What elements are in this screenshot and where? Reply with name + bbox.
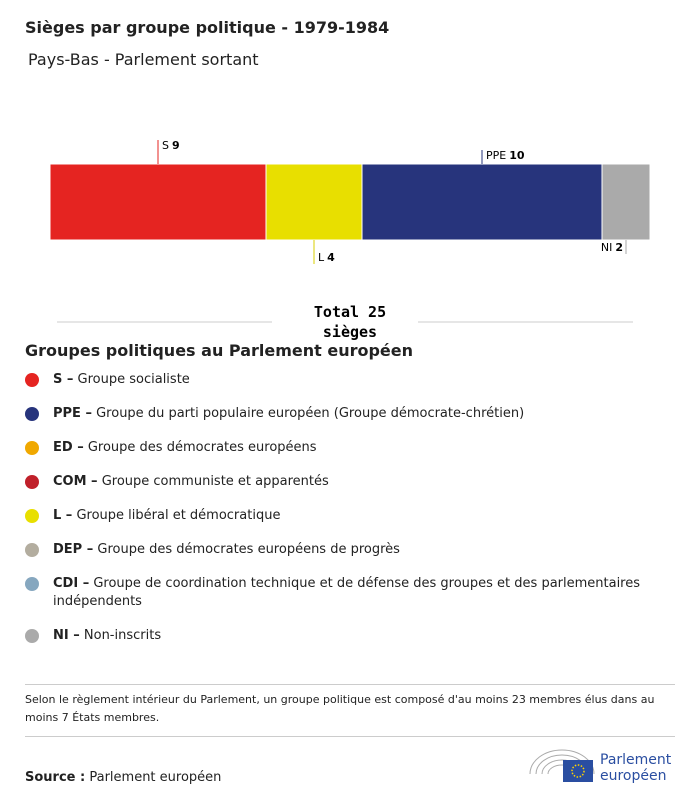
legend-abbr: PPE –: [53, 406, 92, 421]
source-label: Source :: [25, 770, 86, 785]
segment-value: 2: [615, 241, 623, 254]
segment-name: S: [162, 139, 169, 152]
logo-line: Parlement: [600, 752, 672, 768]
segment-name: L: [318, 251, 325, 264]
bar-segment: [601, 163, 651, 241]
legend-swatch: [25, 407, 39, 421]
legend-label: Groupe de coordination technique et de d…: [53, 576, 641, 609]
chart-subtitle: Pays-Bas - Parlement sortant: [28, 50, 259, 69]
legend-item: NI – Non-inscrits: [25, 627, 665, 645]
total-label: Total: [314, 303, 359, 321]
segment-label: NI 2: [601, 241, 623, 254]
chart-title: Sièges par groupe politique - 1979-1984: [25, 18, 390, 37]
legend-abbr: COM –: [53, 474, 98, 489]
legend-swatch: [25, 629, 39, 643]
segment-value: 9: [172, 139, 180, 152]
legend-swatch: [25, 577, 39, 591]
legend-label: Groupe libéral et démocratique: [76, 508, 281, 523]
legend-swatch: [25, 475, 39, 489]
legend-swatch: [25, 543, 39, 557]
legend-item: S – Groupe socialiste: [25, 371, 665, 389]
segment-name: PPE: [486, 149, 506, 162]
legend-abbr: S –: [53, 372, 74, 387]
legend-title: Groupes politiques au Parlement européen: [25, 341, 414, 360]
legend-item: L – Groupe libéral et démocratique: [25, 507, 665, 525]
segment-label: PPE 10: [486, 149, 525, 162]
bar-segment: [265, 163, 363, 241]
total-unit: sièges: [323, 323, 377, 341]
legend-item: PPE – Groupe du parti populaire européen…: [25, 405, 665, 423]
legend-label: Groupe du parti populaire européen (Grou…: [96, 406, 525, 421]
source-text: Parlement européen: [89, 770, 222, 785]
total: Total 25: [314, 303, 386, 321]
footnote: Selon le règlement intérieur du Parlemen…: [25, 693, 655, 724]
source: Source : Parlement européen: [25, 770, 221, 785]
legend-label: Groupe communiste et apparentés: [101, 474, 329, 489]
legend-swatch: [25, 373, 39, 387]
legend-label: Groupe socialiste: [77, 372, 190, 387]
legend-item: CDI – Groupe de coordination technique e…: [25, 575, 665, 611]
divider: [25, 684, 675, 685]
legend-abbr: ED –: [53, 440, 84, 455]
logo-icon: [529, 749, 595, 782]
legend-label: Groupe des démocrates européens: [87, 440, 317, 455]
chart: Total 25 sièges S 9 L 4 PPE 10 NI 2: [49, 139, 651, 341]
legend-abbr: NI –: [53, 628, 80, 643]
legend-abbr: DEP –: [53, 542, 94, 557]
legend-swatch: [25, 441, 39, 455]
legend-item: ED – Groupe des démocrates européens: [25, 439, 665, 457]
legend-abbr: CDI –: [53, 576, 90, 591]
total-value: 25: [368, 303, 386, 321]
logo-text: Parlement européen: [600, 752, 671, 784]
segment-value: 4: [327, 251, 335, 264]
legend-label: Non-inscrits: [83, 628, 162, 643]
legend-swatch: [25, 509, 39, 523]
legend-label: Groupe des démocrates européens de progr…: [97, 542, 400, 557]
legend-abbr: L –: [53, 508, 73, 523]
divider: [25, 736, 675, 737]
legend-item: COM – Groupe communiste et apparentés: [25, 473, 665, 491]
bar-segment: [361, 163, 603, 241]
legend-item: DEP – Groupe des démocrates européens de…: [25, 541, 665, 559]
logo-line: européen: [600, 768, 667, 784]
segment-name: NI: [601, 241, 612, 254]
bar-segment: [49, 163, 267, 241]
segment-value: 10: [509, 149, 525, 162]
